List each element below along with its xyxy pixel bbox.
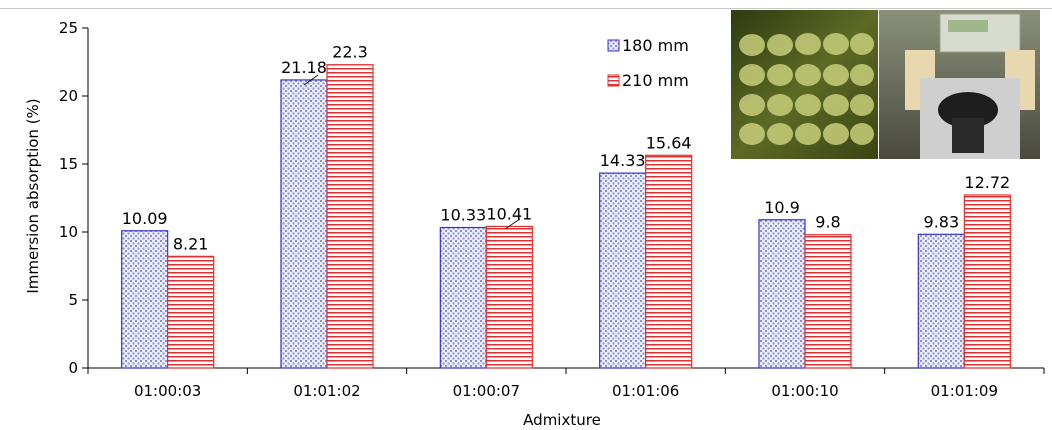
x-tick-label: 01:01:02 bbox=[293, 382, 360, 400]
data-label-180mm: 14.33 bbox=[600, 151, 646, 170]
x-axis-title: Admixture bbox=[523, 411, 601, 429]
bar-210mm bbox=[645, 154, 693, 369]
leader-line bbox=[303, 74, 319, 86]
bar-180mm bbox=[280, 79, 328, 369]
data-label-210mm: 9.8 bbox=[815, 213, 840, 232]
data-label-180mm: 10.33 bbox=[440, 206, 486, 225]
data-label-210mm: 22.3 bbox=[332, 43, 368, 62]
y-axis-title: Immersion absorption (%) bbox=[24, 98, 42, 293]
x-tick-label: 01:00:03 bbox=[134, 382, 201, 400]
bars bbox=[121, 64, 1011, 369]
bar-210mm bbox=[485, 225, 533, 369]
data-label-210mm: 8.21 bbox=[173, 234, 209, 253]
y-axis: 0 5 10 15 20 25 bbox=[59, 19, 89, 377]
inset-photo-balance bbox=[879, 10, 1040, 159]
bar-180mm bbox=[121, 230, 169, 369]
x-tick-label: 01:01:09 bbox=[931, 382, 998, 400]
data-label-180mm: 10.9 bbox=[764, 198, 800, 217]
y-tick-label: 15 bbox=[59, 155, 78, 173]
x-tick-label: 01:00:07 bbox=[453, 382, 520, 400]
legend: 180 mm 210 mm bbox=[607, 36, 689, 90]
y-tick-label: 25 bbox=[59, 19, 78, 37]
bar-210mm bbox=[804, 234, 852, 369]
bar-180mm bbox=[599, 172, 647, 369]
x-tick-label: 01:00:10 bbox=[771, 382, 838, 400]
inset-photo-samples bbox=[731, 10, 878, 159]
legend-label-180mm: 180 mm bbox=[622, 36, 689, 55]
data-label-210mm: 10.41 bbox=[486, 204, 532, 223]
legend-swatch-210mm bbox=[607, 74, 620, 87]
y-tick-label: 0 bbox=[68, 359, 78, 377]
data-label-210mm: 15.64 bbox=[646, 133, 692, 152]
y-tick-label: 5 bbox=[68, 291, 78, 309]
data-label-210mm: 12.72 bbox=[964, 173, 1010, 192]
bar-180mm bbox=[439, 226, 487, 369]
y-tick-label: 10 bbox=[59, 223, 78, 241]
leader-line bbox=[504, 218, 521, 230]
bar-180mm bbox=[758, 219, 806, 369]
data-label-180mm: 21.18 bbox=[281, 58, 327, 77]
y-tick-label: 20 bbox=[59, 87, 78, 105]
data-label-180mm: 10.09 bbox=[122, 209, 168, 228]
data-label-180mm: 9.83 bbox=[924, 212, 960, 231]
x-axis: 01:00:03 01:01:02 01:00:07 01:01:06 01:00:10… bbox=[87, 367, 1045, 400]
bar-210mm bbox=[167, 255, 215, 369]
legend-swatch-180mm bbox=[607, 39, 620, 52]
data-labels: 10.09 21.18 10.33 14.33 10.9 9.83 8.21 22.3 10.4… bbox=[122, 43, 1010, 254]
bar-210mm bbox=[963, 194, 1011, 369]
bar-210mm bbox=[326, 64, 374, 369]
legend-label-210mm: 210 mm bbox=[622, 71, 689, 90]
x-tick-label: 01:01:06 bbox=[612, 382, 679, 400]
bar-180mm bbox=[917, 233, 965, 369]
